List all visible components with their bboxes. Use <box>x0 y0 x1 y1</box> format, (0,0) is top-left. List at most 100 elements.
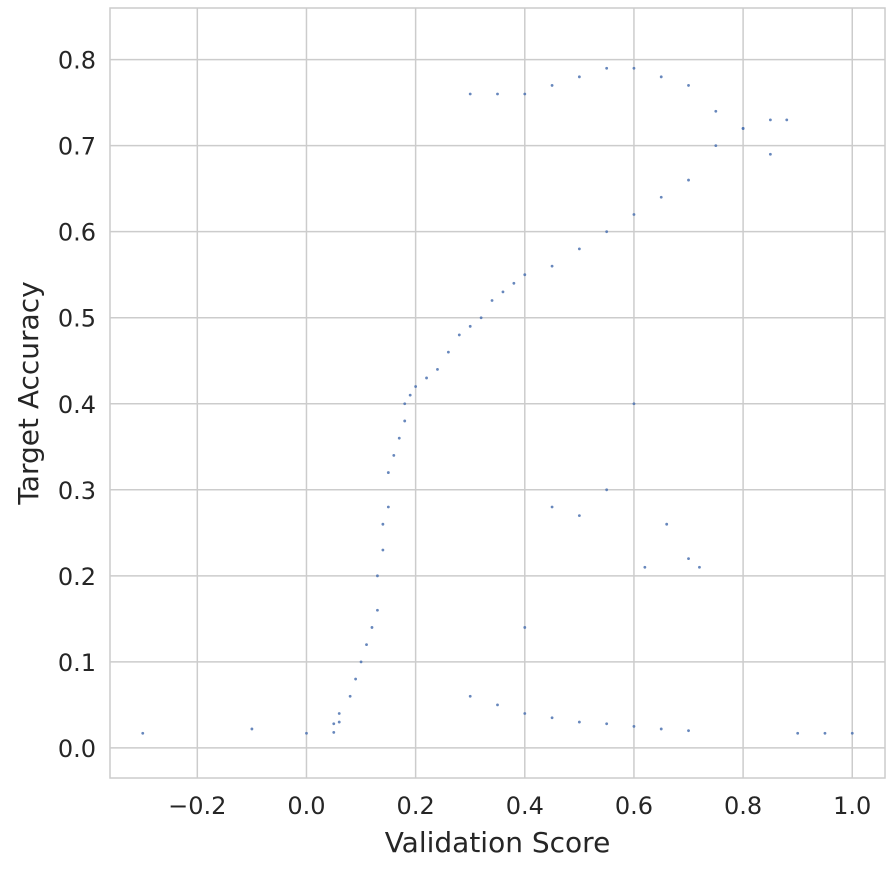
data-point <box>577 247 581 251</box>
data-point <box>687 178 690 182</box>
y-tick-label: 0.5 <box>58 305 96 333</box>
grid-lines <box>110 8 885 778</box>
data-point <box>665 522 669 526</box>
data-point <box>632 724 636 728</box>
x-tick-label: −0.2 <box>168 792 226 820</box>
data-point <box>523 712 527 715</box>
data-point <box>468 324 472 328</box>
data-point <box>332 731 336 734</box>
data-point <box>605 66 609 70</box>
x-axis-label: Validation Score <box>385 826 611 859</box>
data-point <box>605 722 609 726</box>
data-point <box>823 731 827 735</box>
x-tick-label: 0.0 <box>287 792 325 820</box>
y-axis-label: Target Accuracy <box>12 281 45 505</box>
data-point <box>605 230 609 234</box>
data-point <box>687 729 690 733</box>
data-point <box>768 152 772 156</box>
data-point <box>348 694 352 698</box>
data-point <box>337 720 341 724</box>
y-tick-label: 0.4 <box>58 391 96 419</box>
data-point <box>714 144 718 148</box>
data-point <box>687 557 690 561</box>
x-tick-label: 0.4 <box>506 792 544 820</box>
data-point <box>523 273 527 277</box>
data-point <box>354 677 357 681</box>
data-point <box>386 505 390 509</box>
x-tick-label: 0.6 <box>615 792 653 820</box>
data-point <box>659 75 663 79</box>
data-point <box>392 453 396 457</box>
data-point <box>337 712 341 715</box>
data-point <box>577 75 581 79</box>
y-tick-label: 0.3 <box>58 477 96 505</box>
data-point <box>381 522 385 526</box>
y-tick-label: 0.2 <box>58 563 96 591</box>
data-point <box>577 514 581 517</box>
data-point <box>376 608 379 612</box>
data-point <box>796 731 800 735</box>
data-point <box>523 92 527 96</box>
data-point <box>768 118 772 122</box>
data-point <box>741 127 745 130</box>
data-point <box>687 84 690 87</box>
data-point <box>785 118 789 122</box>
data-point <box>643 565 647 569</box>
data-point <box>632 213 636 216</box>
data-point <box>605 488 609 492</box>
data-point <box>550 716 554 720</box>
data-point <box>523 626 527 629</box>
plot-frame <box>109 7 886 779</box>
data-point <box>141 731 145 735</box>
data-point <box>632 402 636 406</box>
data-point <box>403 419 407 423</box>
y-tick-label: 0.8 <box>58 47 96 75</box>
data-point <box>403 402 407 406</box>
data-point <box>381 548 385 552</box>
x-tick-label: 0.2 <box>397 792 435 820</box>
data-point <box>468 92 472 96</box>
data-point <box>501 290 505 294</box>
data-point <box>632 66 636 70</box>
data-point <box>577 720 581 724</box>
data-point <box>698 565 701 569</box>
data-point <box>370 626 374 629</box>
data-point <box>365 643 368 647</box>
y-tick-label: 0.6 <box>58 219 96 247</box>
data-point <box>479 316 483 320</box>
data-point <box>386 471 390 474</box>
data-point <box>496 92 499 96</box>
data-point <box>457 333 461 337</box>
x-tick-label: 0.8 <box>724 792 762 820</box>
data-point <box>425 376 428 380</box>
data-point <box>397 436 401 440</box>
data-point <box>332 722 336 726</box>
data-points <box>141 66 854 735</box>
y-tick-label: 0.0 <box>58 735 96 763</box>
x-tick-labels: −0.2 0.0 0.2 0.4 0.6 0.8 1.0 <box>168 792 871 820</box>
data-point <box>468 694 472 698</box>
data-point <box>359 660 363 664</box>
x-tick-label: 1.0 <box>833 792 871 820</box>
data-point <box>550 505 554 509</box>
data-point <box>250 727 254 731</box>
data-point <box>414 385 418 388</box>
data-point <box>714 109 718 113</box>
y-tick-label: 0.1 <box>58 649 96 677</box>
data-point <box>496 703 499 707</box>
data-point <box>850 731 854 735</box>
data-point <box>550 264 554 268</box>
data-point <box>376 574 379 578</box>
data-point <box>408 393 412 397</box>
data-point <box>490 299 494 302</box>
data-point <box>305 731 308 735</box>
data-point <box>512 281 516 285</box>
data-point <box>659 727 663 731</box>
y-tick-label: 0.7 <box>58 133 96 161</box>
data-point <box>446 350 450 354</box>
y-tick-labels: 0.0 0.1 0.2 0.3 0.4 0.5 0.6 0.7 0.8 <box>58 47 96 763</box>
data-point <box>659 195 663 199</box>
data-point <box>550 84 554 87</box>
data-point <box>436 367 439 371</box>
